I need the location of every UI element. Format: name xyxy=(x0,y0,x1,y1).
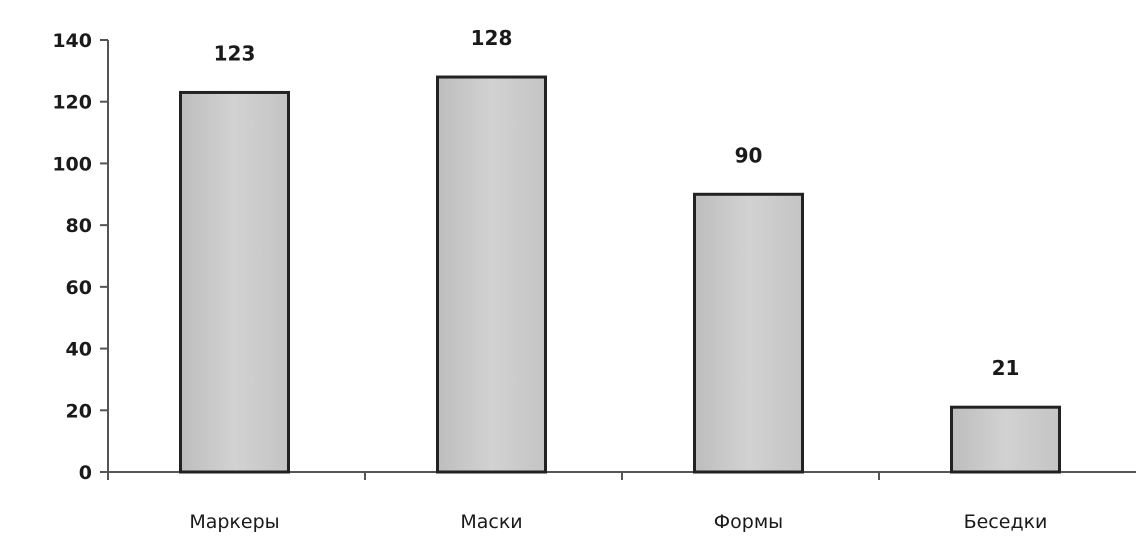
data-labels: 123 128 90 21 xyxy=(214,26,1020,380)
x-category-label: Формы xyxy=(714,511,783,533)
data-label: 123 xyxy=(214,41,256,65)
x-category-label: Маркеры xyxy=(189,511,279,533)
bars xyxy=(179,75,1061,474)
y-tick-label: 100 xyxy=(52,153,92,175)
y-tick-label: 40 xyxy=(66,339,92,361)
bar-2 xyxy=(693,192,804,474)
y-tick-label: 20 xyxy=(66,400,92,422)
y-axis: 0 20 40 60 80 100 120 140 xyxy=(52,30,109,484)
x-category-label: Маски xyxy=(460,511,522,533)
x-category-label: Беседки xyxy=(964,511,1048,533)
data-label: 21 xyxy=(992,356,1020,380)
bar-0 xyxy=(179,90,290,474)
y-tick-label: 120 xyxy=(52,92,92,114)
bar-3 xyxy=(950,405,1061,474)
y-tick-label: 0 xyxy=(79,462,92,484)
data-label: 128 xyxy=(471,26,513,50)
data-label: 90 xyxy=(735,143,763,167)
y-tick-label: 60 xyxy=(66,277,92,299)
category-labels: Маркеры Маски Формы Беседки xyxy=(189,511,1047,533)
y-tick-label: 80 xyxy=(66,215,92,237)
bar-1 xyxy=(436,75,547,474)
y-tick-label: 140 xyxy=(52,30,92,52)
